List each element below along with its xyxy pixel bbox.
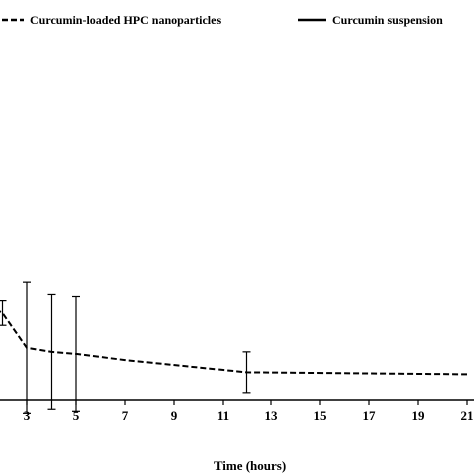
x-tick-label: 17 [363,408,377,423]
x-tick-label: 15 [314,408,328,423]
x-ticks: 3 5 7 9 11 13 15 17 19 21 [24,400,474,423]
x-tick-label: 5 [73,408,80,423]
series-layer [0,281,468,414]
x-tick-label: 7 [122,408,129,423]
x-tick-label: 9 [171,408,178,423]
x-tick-label: 21 [461,408,474,423]
x-tick-label: 11 [217,408,229,423]
x-tick-label: 13 [265,408,279,423]
x-axis-title: Time (hours) [214,458,286,473]
legend-label-suspension: Curcumin suspension [332,13,443,27]
legend-label-nanoparticles: Curcumin-loaded HPC nanoparticles [30,13,221,27]
x-tick-label: 3 [24,408,31,423]
series-line-0 [0,310,468,376]
x-tick-label: 19 [412,408,426,423]
legend: Curcumin-loaded HPC nanoparticles Curcum… [2,13,443,27]
